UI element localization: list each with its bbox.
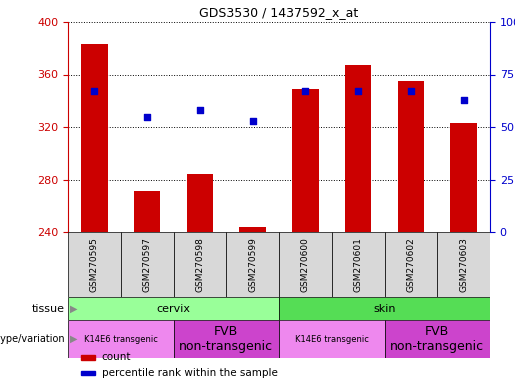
Bar bbox=[186, 174, 213, 232]
Bar bbox=[279, 297, 490, 320]
Text: K14E6 transgenic: K14E6 transgenic bbox=[295, 334, 369, 344]
Bar bbox=[134, 191, 160, 232]
Text: K14E6 transgenic: K14E6 transgenic bbox=[84, 334, 158, 344]
Bar bbox=[279, 232, 332, 297]
Text: GSM270603: GSM270603 bbox=[459, 237, 468, 292]
Bar bbox=[81, 371, 95, 375]
Bar bbox=[451, 123, 477, 232]
Bar bbox=[292, 89, 319, 232]
Point bbox=[459, 97, 468, 103]
Bar bbox=[68, 320, 174, 358]
Text: ▶: ▶ bbox=[70, 334, 77, 344]
Text: percentile rank within the sample: percentile rank within the sample bbox=[102, 368, 278, 378]
Text: GSM270598: GSM270598 bbox=[195, 237, 204, 292]
Text: FVB
non-transgenic: FVB non-transgenic bbox=[179, 325, 273, 353]
Text: GSM270601: GSM270601 bbox=[354, 237, 363, 292]
Bar bbox=[398, 81, 424, 232]
Text: GSM270595: GSM270595 bbox=[90, 237, 99, 292]
Bar bbox=[279, 320, 385, 358]
Point bbox=[407, 88, 415, 94]
Point bbox=[196, 107, 204, 113]
Bar bbox=[345, 65, 371, 232]
Bar bbox=[239, 227, 266, 232]
Bar bbox=[174, 320, 279, 358]
Text: GSM270597: GSM270597 bbox=[143, 237, 151, 292]
Bar bbox=[68, 297, 279, 320]
Bar bbox=[226, 232, 279, 297]
Text: FVB
non-transgenic: FVB non-transgenic bbox=[390, 325, 484, 353]
Text: count: count bbox=[102, 352, 131, 362]
Text: cervix: cervix bbox=[157, 303, 191, 313]
Point bbox=[301, 88, 310, 94]
Text: GSM270600: GSM270600 bbox=[301, 237, 310, 292]
Bar bbox=[437, 232, 490, 297]
Text: GSM270599: GSM270599 bbox=[248, 237, 257, 292]
Text: GSM270602: GSM270602 bbox=[406, 237, 416, 292]
Text: ▶: ▶ bbox=[70, 303, 77, 313]
Title: GDS3530 / 1437592_x_at: GDS3530 / 1437592_x_at bbox=[199, 7, 358, 20]
Point bbox=[90, 88, 98, 94]
Point bbox=[249, 118, 257, 124]
Text: genotype/variation: genotype/variation bbox=[0, 334, 65, 344]
Bar bbox=[332, 232, 385, 297]
Bar bbox=[81, 44, 108, 232]
Bar bbox=[385, 320, 490, 358]
Bar bbox=[68, 232, 121, 297]
Bar bbox=[121, 232, 174, 297]
Bar bbox=[81, 355, 95, 359]
Point bbox=[143, 113, 151, 119]
Bar bbox=[174, 232, 226, 297]
Text: tissue: tissue bbox=[32, 303, 65, 313]
Bar bbox=[385, 232, 437, 297]
Text: skin: skin bbox=[373, 303, 396, 313]
Point bbox=[354, 88, 362, 94]
